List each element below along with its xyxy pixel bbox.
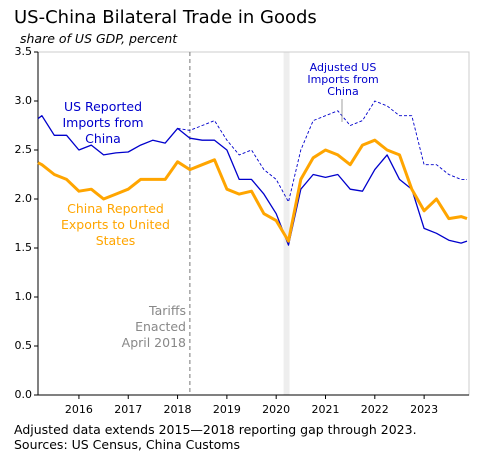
series-label: Adjusted US Imports from China (307, 61, 379, 98)
x-tick-label: 2020 (262, 403, 290, 416)
vline-label: Tariffs Enacted April 2018 (121, 303, 186, 350)
series-line (177, 100, 467, 203)
x-tick-label: 2023 (410, 403, 438, 416)
x-tick-label: 2019 (213, 403, 241, 416)
chart-subtitle: share of US GDP, percent (20, 31, 178, 46)
series-label: US Reported Imports from China (62, 99, 144, 146)
y-tick-label: 1.5 (15, 241, 33, 254)
y-tick-label: 0.5 (15, 339, 33, 352)
y-tick-label: 2.5 (15, 143, 33, 156)
series-line (37, 138, 468, 243)
shade-band (283, 52, 290, 395)
footnote: Adjusted data extends 2015—2018 reportin… (14, 422, 417, 437)
x-tick-label: 2017 (114, 403, 142, 416)
y-tick-label: 3.5 (15, 45, 33, 58)
footnote: Sources: US Census, China Customs (14, 437, 241, 452)
x-tick-label: 2016 (65, 403, 93, 416)
y-tick-label: 1.0 (15, 290, 33, 303)
x-tick-label: 2021 (311, 403, 339, 416)
y-tick-label: 2.0 (15, 192, 33, 205)
y-tick-label: 3.0 (15, 94, 33, 107)
series-label: China Reported Exports to United States (61, 201, 170, 248)
chart-title: US-China Bilateral Trade in Goods (14, 7, 317, 28)
x-tick-label: 2022 (361, 403, 389, 416)
y-tick-label: 0.0 (15, 388, 33, 401)
series-line (37, 115, 468, 246)
x-tick-label: 2018 (164, 403, 192, 416)
